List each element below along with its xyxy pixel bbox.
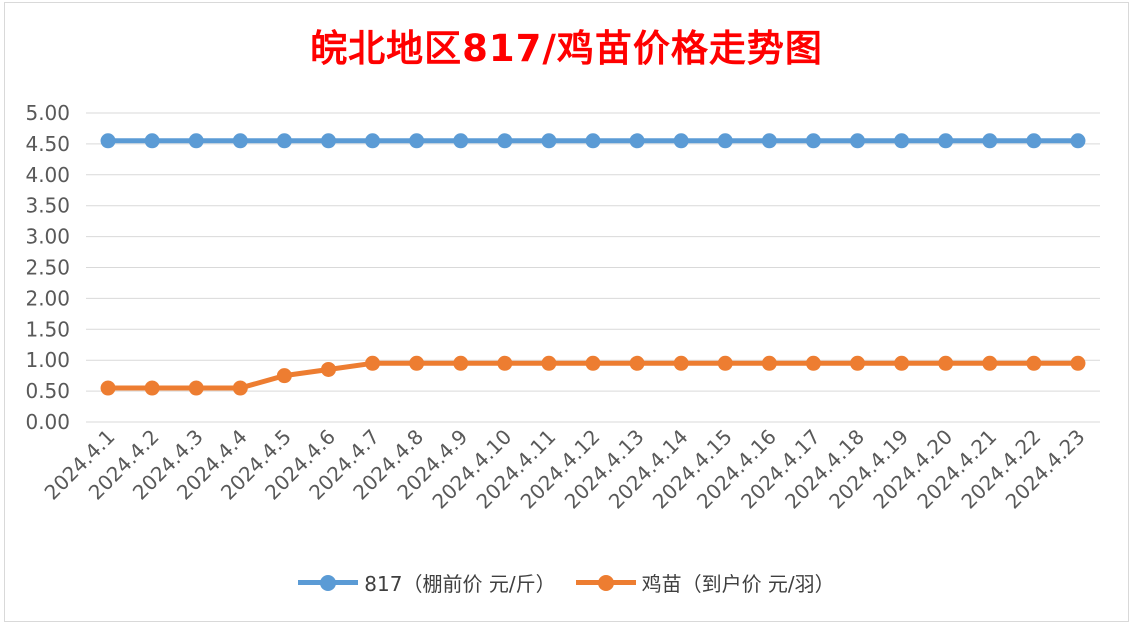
data-point-1-8[interactable]	[453, 355, 469, 371]
data-point-1-6[interactable]	[365, 355, 381, 371]
data-point-1-20[interactable]	[982, 355, 998, 371]
legend-item-chick[interactable]: 鸡苗（到户价 元/羽）	[575, 568, 835, 597]
y-tick-label: 2.00	[25, 286, 70, 310]
data-point-1-16[interactable]	[805, 355, 821, 371]
y-tick-label: 0.00	[25, 410, 70, 434]
data-point-1-3[interactable]	[232, 380, 248, 396]
data-point-0-14[interactable]	[717, 133, 733, 149]
data-point-1-22[interactable]	[1070, 355, 1086, 371]
data-point-1-5[interactable]	[320, 361, 336, 377]
data-point-0-5[interactable]	[320, 133, 336, 149]
legend-label-817: 817（棚前价 元/斤）	[364, 572, 556, 596]
data-point-0-13[interactable]	[673, 133, 689, 149]
data-point-0-7[interactable]	[409, 133, 425, 149]
data-point-0-20[interactable]	[982, 133, 998, 149]
data-point-0-18[interactable]	[894, 133, 910, 149]
data-point-0-11[interactable]	[585, 133, 601, 149]
data-point-0-17[interactable]	[850, 133, 866, 149]
data-point-0-1[interactable]	[144, 133, 160, 149]
data-point-0-3[interactable]	[232, 133, 248, 149]
data-point-1-2[interactable]	[188, 380, 204, 396]
data-point-1-15[interactable]	[761, 355, 777, 371]
data-point-1-1[interactable]	[144, 380, 160, 396]
y-tick-label: 4.50	[25, 132, 70, 156]
legend-item-817[interactable]: 817（棚前价 元/斤）	[298, 568, 556, 597]
y-tick-label: 1.00	[25, 348, 70, 372]
data-point-1-14[interactable]	[717, 355, 733, 371]
y-tick-label: 3.00	[25, 225, 70, 249]
y-tick-label: 3.50	[25, 194, 70, 218]
data-point-1-21[interactable]	[1026, 355, 1042, 371]
y-tick-label: 0.50	[25, 379, 70, 403]
legend: 817（棚前价 元/斤） 鸡苗（到户价 元/羽）	[0, 568, 1133, 597]
chart-title: 皖北地区817/鸡苗价格走势图	[310, 27, 823, 70]
data-point-0-10[interactable]	[541, 133, 557, 149]
data-point-1-12[interactable]	[629, 355, 645, 371]
data-point-0-15[interactable]	[761, 133, 777, 149]
data-point-0-21[interactable]	[1026, 133, 1042, 149]
data-point-0-8[interactable]	[453, 133, 469, 149]
data-point-0-19[interactable]	[938, 133, 954, 149]
data-point-0-2[interactable]	[188, 133, 204, 149]
data-point-1-0[interactable]	[100, 380, 116, 396]
y-tick-label: 2.50	[25, 256, 70, 280]
data-point-1-9[interactable]	[497, 355, 513, 371]
data-point-1-4[interactable]	[276, 368, 292, 384]
chart-frame	[4, 2, 1129, 622]
data-point-0-12[interactable]	[629, 133, 645, 149]
data-point-0-4[interactable]	[276, 133, 292, 149]
data-point-1-18[interactable]	[894, 355, 910, 371]
series-lines	[100, 133, 1086, 396]
x-axis-ticks: 2024.4.12024.4.22024.4.32024.4.42024.4.5…	[40, 425, 1090, 514]
y-tick-label: 1.50	[25, 317, 70, 341]
data-point-1-19[interactable]	[938, 355, 954, 371]
legend-label-chick: 鸡苗（到户价 元/羽）	[641, 572, 835, 596]
legend-swatch-817	[298, 571, 359, 595]
y-axis-ticks: 0.00 0.50 1.00 1.50 2.00 2.50 3.00 3.50 4.00 4.50…	[25, 101, 70, 434]
y-tick-label: 4.00	[25, 163, 70, 187]
legend-swatch-chick	[575, 571, 636, 595]
data-point-1-7[interactable]	[409, 355, 425, 371]
data-point-1-17[interactable]	[850, 355, 866, 371]
data-point-0-6[interactable]	[365, 133, 381, 149]
data-point-1-10[interactable]	[541, 355, 557, 371]
data-point-0-16[interactable]	[805, 133, 821, 149]
y-tick-label: 5.00	[25, 101, 70, 125]
data-point-0-0[interactable]	[100, 133, 116, 149]
data-point-1-13[interactable]	[673, 355, 689, 371]
data-point-1-11[interactable]	[585, 355, 601, 371]
gridlines	[86, 112, 1100, 423]
data-point-0-9[interactable]	[497, 133, 513, 149]
data-point-0-22[interactable]	[1070, 133, 1086, 149]
